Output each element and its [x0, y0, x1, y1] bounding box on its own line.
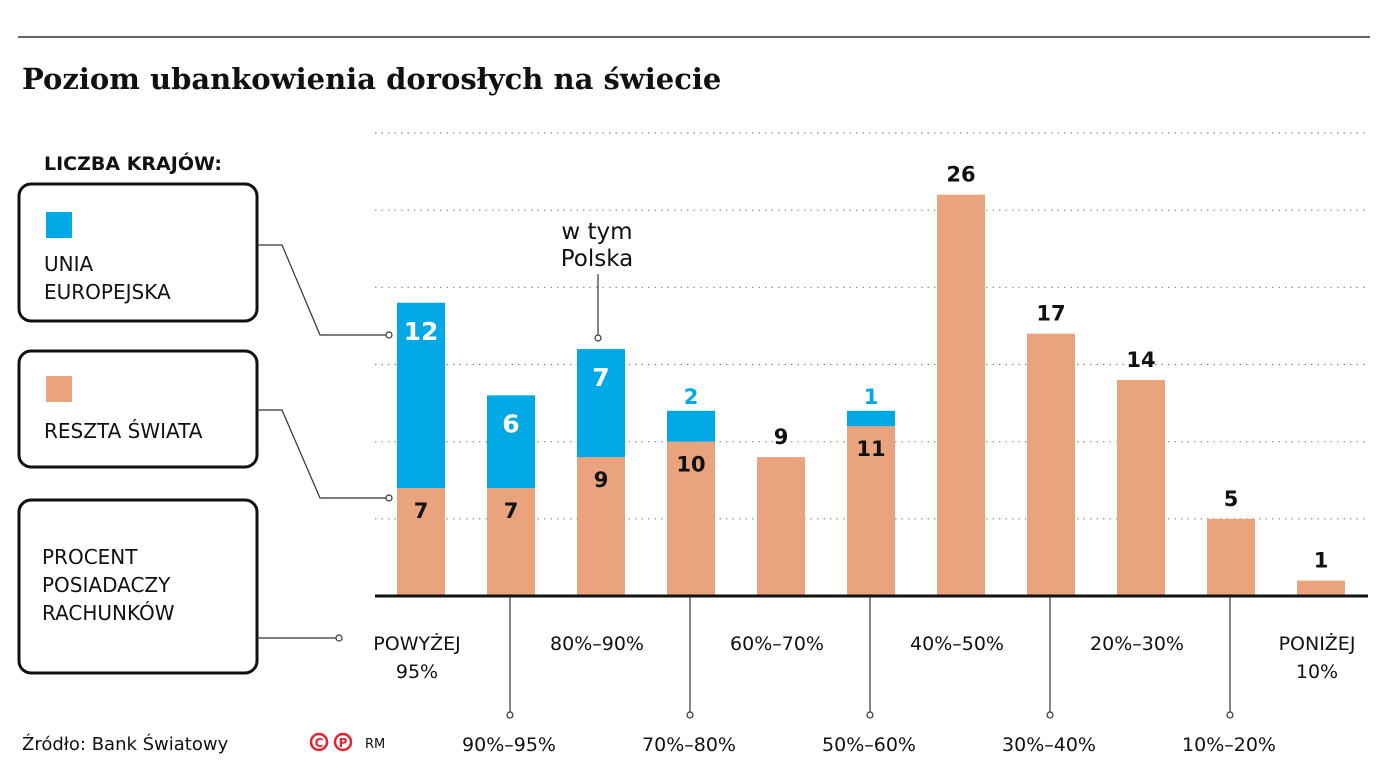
data-label-eu: 6 — [502, 409, 519, 438]
category-leader-dot — [686, 711, 694, 719]
data-label-rest: 1 — [1314, 549, 1329, 573]
legend-label-eu: UNIA — [44, 252, 93, 276]
bar-rest — [757, 457, 805, 596]
legend-label-percent-1: PROCENT — [42, 545, 138, 569]
data-label-rest: 14 — [1126, 348, 1155, 372]
category-label: 40%–50% — [910, 633, 1004, 655]
category-label: 60%–70% — [730, 633, 824, 655]
data-label-rest: 26 — [946, 163, 975, 187]
category-label: 95% — [396, 661, 438, 683]
svg-text:C: C — [315, 736, 324, 750]
data-label-rest: 5 — [1224, 487, 1239, 511]
annotation-line2: Polska — [561, 246, 634, 272]
data-label-eu: 1 — [864, 385, 879, 409]
annotation-line1: w tym — [561, 219, 632, 245]
bar-eu — [847, 410, 895, 427]
bar-rest — [487, 487, 535, 596]
bar-eu — [397, 302, 445, 488]
annotation-dot — [594, 334, 602, 342]
legend-label-eu-2: EUROPEJSKA — [44, 280, 171, 304]
legend-swatch-eu — [46, 212, 72, 238]
data-label-rest: 10 — [676, 453, 705, 477]
legend-heading: LICZBA KRAJÓW: — [44, 151, 222, 175]
bar-rest — [577, 457, 625, 596]
bar-eu — [487, 395, 535, 488]
legend-label-rest: RESZTA ŚWIATA — [44, 419, 203, 443]
data-label-eu: 12 — [404, 317, 439, 346]
svg-text:P: P — [339, 736, 348, 750]
category-label: 50%–60% — [822, 734, 916, 756]
data-label-rest: 11 — [856, 437, 885, 461]
data-label-rest: 17 — [1036, 302, 1065, 326]
bar-rest — [1117, 379, 1165, 596]
data-label-eu: 7 — [592, 363, 609, 392]
data-label-rest: 7 — [414, 499, 429, 523]
legend-connectors — [257, 244, 393, 642]
publisher-logo: C P — [309, 732, 353, 752]
category-labels: POWYŻEJ 95% 90%–95% 80%–90% 70%–80% 60%–70% 50… — [373, 596, 1355, 756]
data-label-rest: 7 — [504, 499, 519, 523]
legend-label-percent-2: POSIADACZY — [42, 573, 171, 597]
author-credit: RM — [365, 737, 385, 752]
category-label: 90%–95% — [462, 734, 556, 756]
category-leader-dot — [506, 711, 514, 719]
legend-box-percent — [17, 498, 259, 675]
legend-swatch-rest — [46, 376, 72, 402]
category-leader-dot — [866, 711, 874, 719]
bar-rest — [1297, 580, 1345, 596]
data-label-rest: 9 — [594, 468, 609, 492]
category-leader-dot — [1226, 711, 1234, 719]
category-label: 80%–90% — [550, 633, 644, 655]
legend-label-percent-3: RACHUNKÓW — [42, 601, 175, 625]
chart-title: Poziom ubankowienia dorosłych na świecie — [22, 62, 721, 96]
data-label-eu: 2 — [684, 385, 699, 409]
legend-box-rest — [17, 349, 259, 469]
source-note: Źródło: Bank Światowy — [22, 733, 229, 755]
data-label-rest: 9 — [774, 425, 789, 449]
bar-rest — [397, 487, 445, 596]
bar-rest — [1027, 333, 1075, 596]
legend-box-eu — [17, 182, 259, 323]
category-label: 10%–20% — [1182, 734, 1276, 756]
category-label: 70%–80% — [642, 734, 736, 756]
bar-rest — [847, 426, 895, 596]
bar-rest — [937, 194, 985, 596]
category-label: 30%–40% — [1002, 734, 1096, 756]
category-label: 10% — [1296, 661, 1338, 683]
category-label: PONIŻEJ — [1279, 632, 1356, 655]
bar-rest — [1207, 518, 1255, 596]
category-label: 20%–30% — [1090, 633, 1184, 655]
bar-eu — [667, 410, 715, 442]
category-label: POWYŻEJ — [373, 632, 460, 655]
bar-rest — [667, 441, 715, 596]
bar-eu — [577, 349, 625, 458]
category-leader-dot — [1046, 711, 1054, 719]
